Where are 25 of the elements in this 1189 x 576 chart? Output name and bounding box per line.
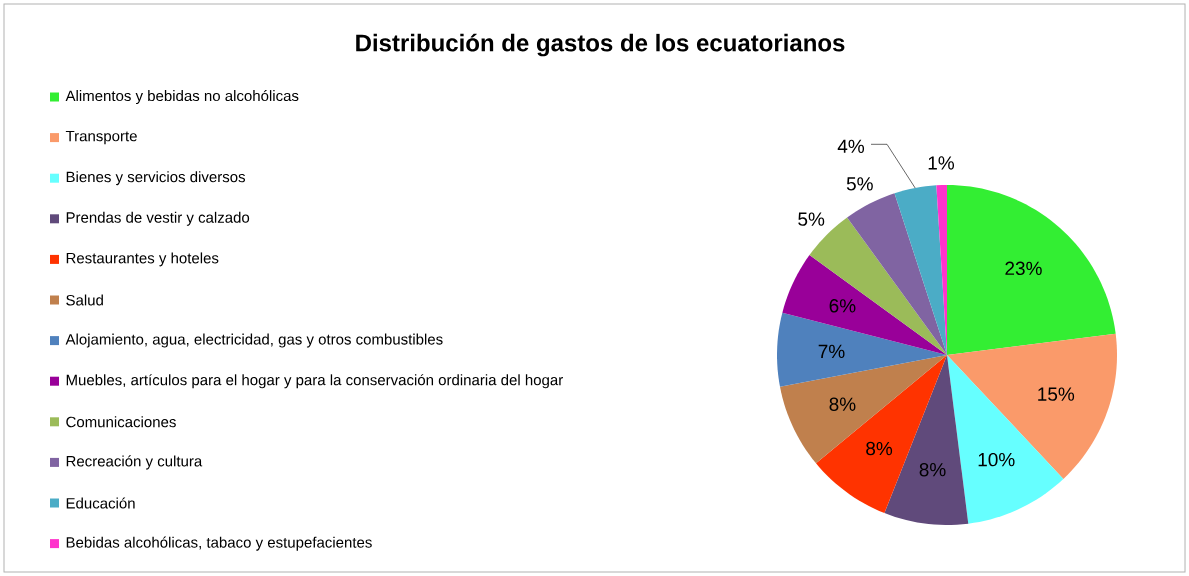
data-label: 6% <box>829 299 856 313</box>
legend-label: Alojamiento, agua, electricidad, gas y otros combustibles <box>65 333 443 348</box>
data-label: 8% <box>866 441 893 456</box>
data-label: 8% <box>829 397 856 411</box>
data-label: 15% <box>1038 387 1075 401</box>
data-label: 7% <box>818 344 845 359</box>
legend-label: Muebles, artículos para el hogar y para la conservación ordinaria del hogar <box>66 374 563 389</box>
data-label: 1% <box>928 156 955 170</box>
legend-label: Bienes y servicios diversos <box>66 171 246 186</box>
legend-label: Alimentos y bebidas no alcohólicas <box>65 89 299 105</box>
legend-label: Bebidas alcohólicas, tabaco y estupefacientes <box>66 536 372 551</box>
legend-label: Transporte <box>65 130 137 145</box>
data-label: 23% <box>1005 261 1042 276</box>
data-label: 10% <box>978 452 1015 467</box>
legend-label: Restaurantes y hoteles <box>66 252 219 267</box>
data-label: 4% <box>837 139 865 153</box>
chart-title: Distribución de gastos de los ecuatorianos <box>356 33 845 57</box>
legend-label: Salud <box>66 294 103 306</box>
data-label: 5% <box>798 212 825 226</box>
legend-label: Educación <box>66 497 135 509</box>
data-label: 5% <box>846 177 873 191</box>
legend-label: Comunicaciones <box>66 416 176 428</box>
data-label: 8% <box>919 462 946 477</box>
legend-label: Prendas de vestir y calzado <box>66 211 250 226</box>
legend-label: Recreación y cultura <box>66 455 203 470</box>
